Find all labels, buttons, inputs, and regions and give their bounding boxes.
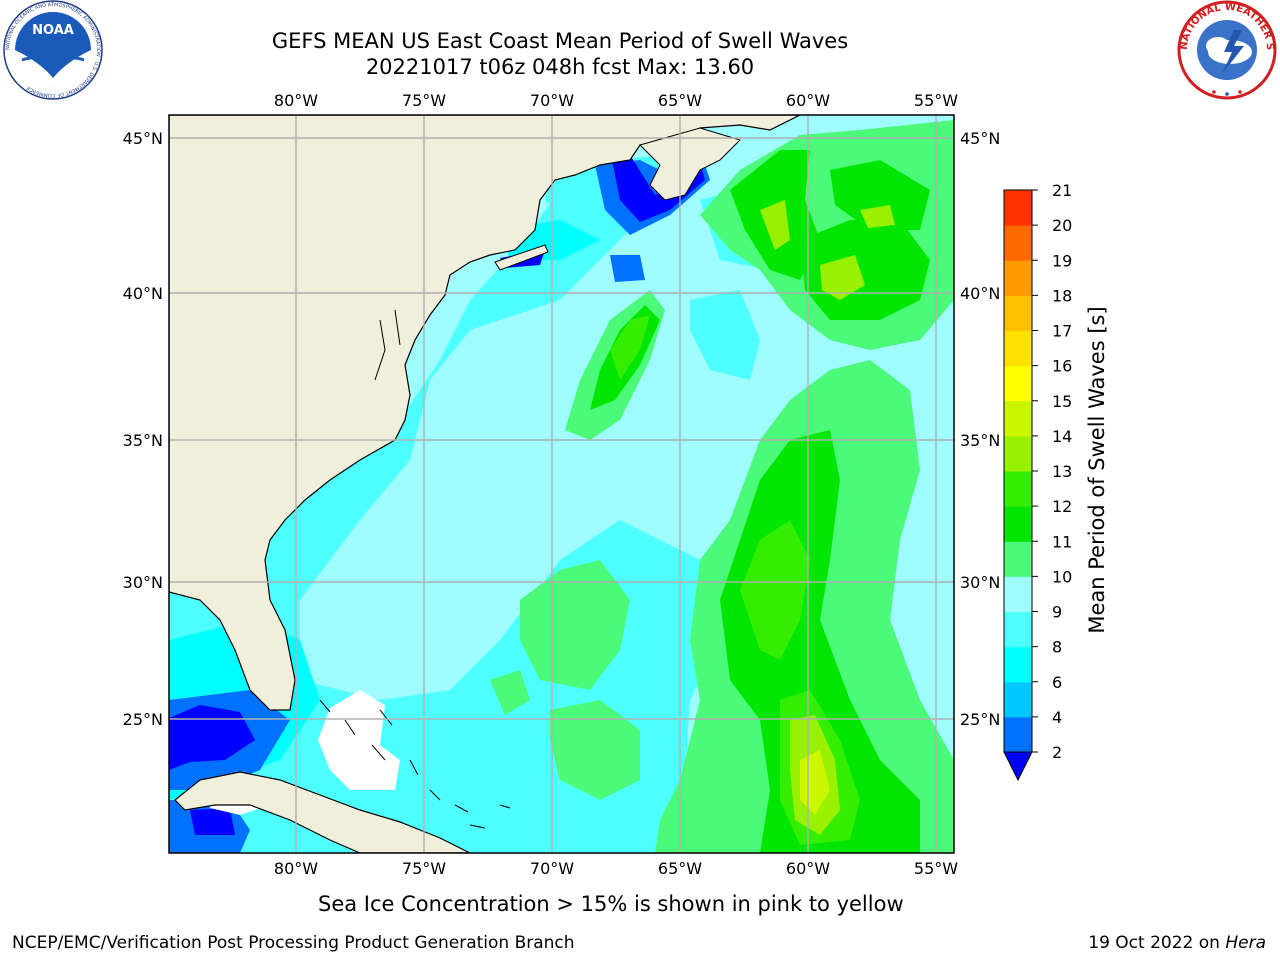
colorbar-tick-label: 16 (1052, 357, 1072, 376)
colorbar-bin (1004, 260, 1032, 296)
colorbar-tick-label: 4 (1052, 708, 1062, 727)
field-9-10s-b (520, 560, 630, 690)
sea-ice-note: Sea Ice Concentration > 15% is shown in … (318, 892, 904, 916)
lon-label-top: 60°W (786, 91, 830, 110)
lon-label-bottom: 80°W (274, 859, 318, 878)
colorbar-tick-label: 19 (1052, 251, 1072, 270)
lat-label-right: 25°N (960, 710, 1000, 729)
lat-label-right: 40°N (960, 284, 1000, 303)
colorbar-bin (1004, 541, 1032, 577)
land-long-island (494, 244, 549, 271)
map-title: GEFS MEAN US East Coast Mean Period of S… (271, 29, 849, 53)
map-plot-area (169, 115, 954, 853)
lon-label-bottom: 70°W (530, 859, 574, 878)
colorbar-tick-label: 2 (1052, 743, 1062, 762)
graticule (169, 115, 954, 853)
coastline-chesapeake (374, 309, 401, 381)
lon-labels-bottom: 80°W 75°W 70°W 65°W 60°W 55°W (274, 859, 958, 878)
land-cuba (174, 771, 471, 853)
lat-label-left: 35°N (123, 431, 163, 450)
noaa-logo-text: NOAA (32, 23, 74, 38)
land-maritimes (639, 127, 741, 201)
colorbar-tick-label: 10 (1052, 567, 1072, 586)
lat-label-left: 25°N (123, 710, 163, 729)
colorbar-label: Mean Period of Swell Waves [s] (1085, 306, 1109, 634)
colorbar-bin (1004, 295, 1032, 331)
colorbar-tick-label: 15 (1052, 392, 1072, 411)
lon-label-top: 55°W (914, 91, 958, 110)
lat-label-right: 30°N (960, 573, 1000, 592)
field-11-12s-c (610, 315, 650, 380)
colorbar-bin (1004, 506, 1032, 542)
colorbar-bin (1004, 225, 1032, 261)
colorbar-bin (1004, 330, 1032, 367)
lat-label-left: 40°N (123, 284, 163, 303)
field-11-12s (740, 520, 810, 660)
lat-label-right: 35°N (960, 431, 1000, 450)
lon-label-top: 75°W (402, 91, 446, 110)
field-under-2s-b (612, 155, 705, 222)
lon-label-top: 70°W (530, 91, 574, 110)
colorbar-tick-label: 21 (1052, 181, 1072, 200)
colorbar-tick-label: 6 (1052, 673, 1062, 692)
lat-label-left: 45°N (123, 129, 163, 148)
field-12-13s-d (860, 205, 895, 228)
land-bahamas (319, 699, 511, 829)
lon-label-bottom: 65°W (658, 859, 702, 878)
colorbar-tick-label: 14 (1052, 427, 1072, 446)
lon-label-bottom: 75°W (402, 859, 446, 878)
colorbar-bin (1004, 190, 1032, 226)
field-12-13s-c (820, 255, 865, 300)
lat-labels-left: 45°N 40°N 35°N 30°N 25°N (123, 129, 163, 729)
map-frame (168, 114, 955, 854)
machine-name: Hera (1225, 933, 1266, 953)
colorbar-tick-label: 13 (1052, 462, 1072, 481)
colorbar-tick-label: 11 (1052, 532, 1072, 551)
colorbar-bin (1004, 716, 1032, 753)
lon-labels-top: 80°W 75°W 70°W 65°W 60°W 55°W (274, 91, 958, 110)
colorbar-under-arrow (1003, 751, 1033, 782)
nws-logo: NATIONAL WEATHER SERVICE (1174, 0, 1277, 100)
field-6-8s-c (690, 290, 760, 380)
map-subtitle: 20221017 t06z 048h fcst Max: 13.60 (365, 55, 755, 79)
colorbar-tick-label: 20 (1052, 216, 1072, 235)
colorbar-bin (1004, 681, 1032, 718)
noaa-logo: NOAA NATIONAL OCEANIC AND ATMOSPHERIC AD… (3, 0, 103, 100)
colorbar-bin (1004, 365, 1032, 402)
colorbar-bin (1004, 576, 1032, 612)
lon-label-bottom: 55°W (914, 859, 958, 878)
colorbar-bin (1004, 646, 1032, 683)
lat-label-left: 30°N (123, 573, 163, 592)
colorbar-tick-label: 18 (1052, 286, 1072, 305)
field-10-11s-e (830, 160, 930, 230)
colorbar-tick-label: 12 (1052, 497, 1072, 516)
lon-label-bottom: 60°W (786, 859, 830, 878)
nodata-bahamas (318, 690, 400, 790)
field-9-10s-f (490, 670, 530, 715)
field-2-4s-d (610, 255, 645, 282)
lon-label-top: 65°W (658, 91, 702, 110)
lat-label-right: 45°N (960, 129, 1000, 148)
land-north-america (169, 115, 801, 711)
date-text: 19 Oct 2022 on (1088, 933, 1226, 953)
lat-labels-right: 45°N 40°N 35°N 30°N 25°N (960, 129, 1000, 729)
field-under-2s (169, 705, 255, 770)
field-9-10s-c (550, 700, 640, 800)
colorbar-bin (1004, 611, 1032, 648)
date-line: 19 Oct 2022 on Hera (1088, 933, 1266, 953)
colorbar: 2 4 6 8 9 10 11 12 13 14 15 16 17 18 19 20 21 (1003, 181, 1072, 782)
colorbar-bin (1004, 471, 1032, 507)
colorbar-tick-label: 17 (1052, 322, 1072, 341)
colorbar-bin (1004, 400, 1032, 437)
field-12-13s-b (760, 200, 790, 250)
credit-line: NCEP/EMC/Verification Post Processing Pr… (12, 933, 575, 953)
colorbar-bin (1004, 435, 1032, 472)
colorbar-tick-label: 9 (1052, 603, 1062, 622)
lon-label-top: 80°W (274, 91, 318, 110)
colorbar-tick-label: 8 (1052, 638, 1062, 657)
field-under-2s-d (190, 808, 235, 835)
